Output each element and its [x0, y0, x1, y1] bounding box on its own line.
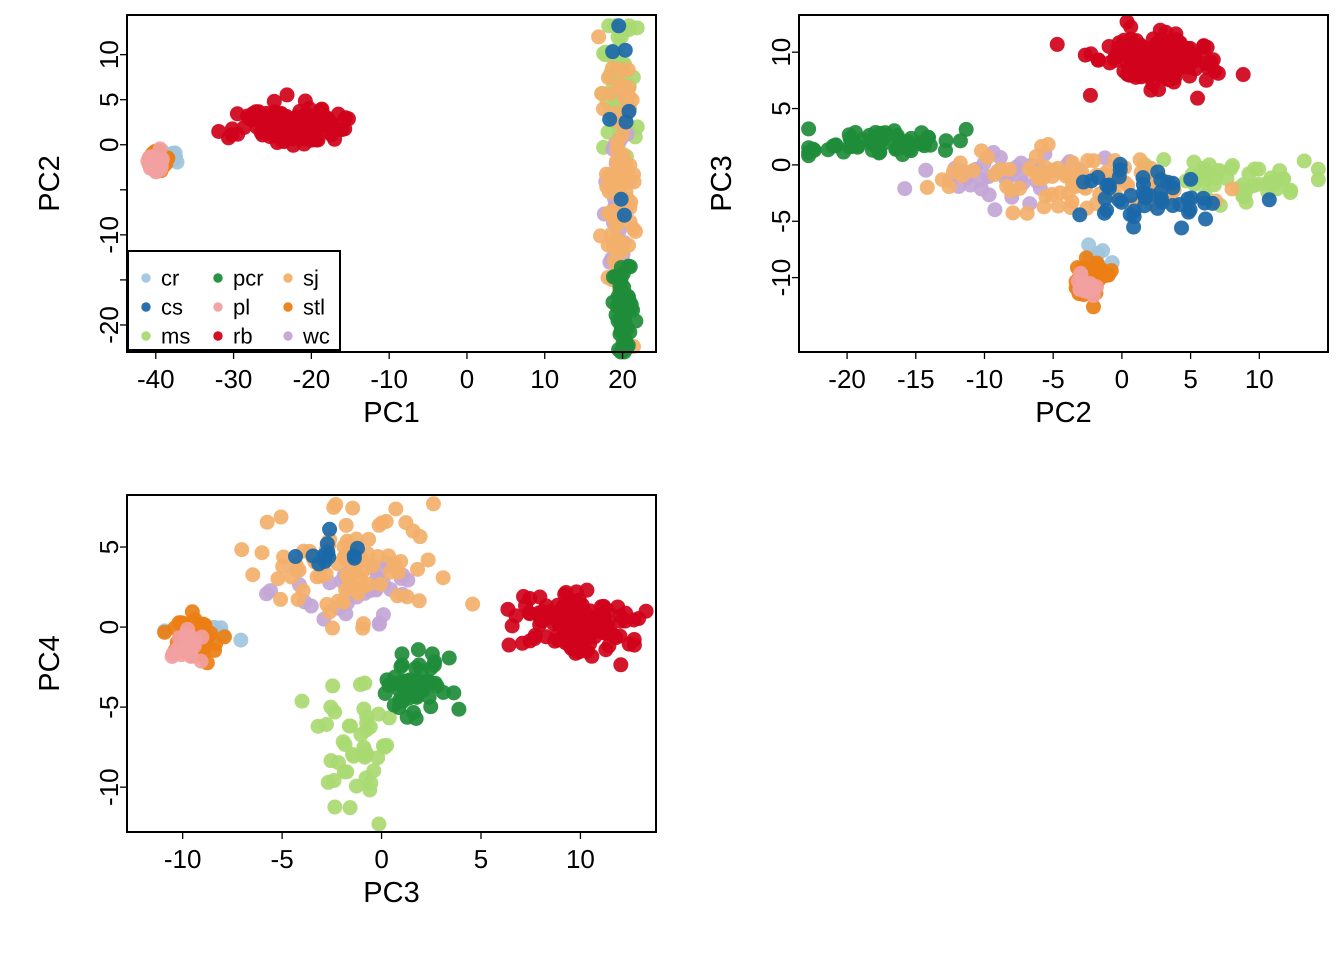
- svg-text:pl: pl: [233, 295, 250, 320]
- svg-text:-10: -10: [766, 259, 796, 297]
- svg-text:10: 10: [94, 40, 124, 69]
- svg-text:0: 0: [94, 620, 124, 634]
- svg-text:-10: -10: [370, 364, 408, 394]
- svg-text:-10: -10: [94, 216, 124, 254]
- svg-text:pcr: pcr: [233, 266, 264, 291]
- svg-text:-5: -5: [766, 210, 796, 233]
- svg-text:-10: -10: [164, 844, 202, 874]
- svg-text:ms: ms: [161, 324, 190, 349]
- svg-text:rb: rb: [233, 324, 253, 349]
- svg-text:0: 0: [766, 158, 796, 172]
- svg-text:wc: wc: [302, 324, 330, 349]
- svg-text:-20: -20: [828, 364, 866, 394]
- svg-text:10: 10: [530, 364, 559, 394]
- svg-text:5: 5: [94, 540, 124, 554]
- svg-text:sj: sj: [303, 266, 319, 291]
- svg-text:cs: cs: [161, 295, 183, 320]
- svg-text:0: 0: [94, 138, 124, 152]
- svg-text:PC4: PC4: [34, 635, 66, 691]
- svg-text:PC3: PC3: [363, 877, 419, 909]
- svg-text:-5: -5: [94, 696, 124, 719]
- svg-text:cr: cr: [161, 266, 179, 291]
- svg-text:-40: -40: [137, 364, 175, 394]
- svg-text:stl: stl: [303, 295, 325, 320]
- svg-text:-15: -15: [897, 364, 935, 394]
- svg-text:0: 0: [374, 844, 388, 874]
- svg-text:PC2: PC2: [34, 155, 66, 211]
- svg-text:5: 5: [474, 844, 488, 874]
- svg-text:-20: -20: [293, 364, 331, 394]
- svg-text:-30: -30: [215, 364, 253, 394]
- svg-text:PC3: PC3: [706, 155, 738, 211]
- svg-text:-10: -10: [94, 768, 124, 806]
- svg-text:5: 5: [1183, 364, 1197, 394]
- svg-text:10: 10: [766, 38, 796, 67]
- svg-text:-5: -5: [271, 844, 294, 874]
- svg-text:10: 10: [1245, 364, 1274, 394]
- svg-text:0: 0: [1115, 364, 1129, 394]
- svg-text:-5: -5: [1042, 364, 1065, 394]
- svg-text:5: 5: [766, 101, 796, 115]
- svg-text:-20: -20: [94, 306, 124, 344]
- svg-text:0: 0: [460, 364, 474, 394]
- svg-text:PC2: PC2: [1035, 397, 1091, 429]
- svg-text:PC1: PC1: [363, 397, 419, 429]
- svg-text:20: 20: [608, 364, 637, 394]
- svg-text:5: 5: [94, 92, 124, 106]
- svg-text:10: 10: [566, 844, 595, 874]
- svg-text:-10: -10: [966, 364, 1004, 394]
